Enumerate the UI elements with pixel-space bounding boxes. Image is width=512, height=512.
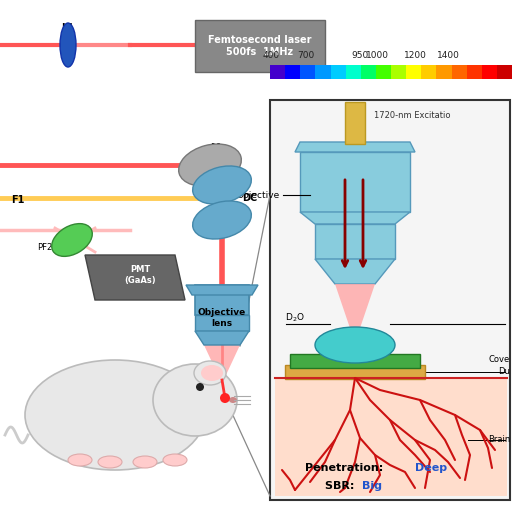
Text: 950: 950 (351, 51, 369, 60)
Ellipse shape (153, 364, 237, 436)
Ellipse shape (315, 327, 395, 363)
Bar (345, 102, 365, 144)
Bar (406, 65, 422, 79)
Bar (195, 315, 249, 331)
Ellipse shape (60, 23, 76, 67)
Bar (361, 65, 377, 79)
Text: 1720-nm Excitatio: 1720-nm Excitatio (373, 111, 450, 119)
Bar (331, 65, 347, 79)
Text: 1000: 1000 (366, 51, 389, 60)
Bar (482, 65, 498, 79)
Ellipse shape (179, 144, 241, 186)
Bar (275, 378, 507, 496)
Text: 400: 400 (263, 51, 280, 60)
Ellipse shape (68, 454, 92, 466)
Text: Deep: Deep (415, 463, 447, 473)
Text: Brain: Brain (488, 436, 510, 444)
Text: Du: Du (498, 368, 510, 376)
Ellipse shape (196, 383, 204, 391)
Text: Objective: Objective (237, 190, 280, 200)
Bar (195, 285, 249, 315)
Polygon shape (300, 212, 410, 224)
Bar (285, 65, 301, 79)
Text: SBR:: SBR: (325, 481, 358, 491)
Bar (391, 65, 407, 79)
Ellipse shape (220, 393, 230, 403)
Text: PF2: PF2 (37, 244, 53, 252)
Text: F1: F1 (11, 195, 25, 205)
Bar (315, 224, 395, 259)
Bar (436, 65, 453, 79)
Bar (346, 65, 362, 79)
Text: Cove: Cove (489, 355, 510, 365)
Text: 1400: 1400 (437, 51, 459, 60)
Text: DC: DC (242, 193, 257, 203)
Bar (497, 65, 512, 79)
Text: Femtosecond laser
500fs  1MHz: Femtosecond laser 500fs 1MHz (208, 35, 312, 57)
Bar (466, 65, 483, 79)
Bar (300, 65, 316, 79)
Bar (290, 354, 420, 368)
Text: PMT
(GaAs): PMT (GaAs) (124, 265, 156, 285)
Text: Big: Big (362, 481, 382, 491)
Ellipse shape (201, 365, 223, 381)
Ellipse shape (163, 454, 187, 466)
Ellipse shape (229, 397, 237, 403)
Polygon shape (335, 284, 375, 334)
Text: Objective
lens: Objective lens (198, 308, 246, 328)
Ellipse shape (133, 456, 157, 468)
Polygon shape (186, 285, 258, 295)
Bar (285, 365, 425, 379)
Polygon shape (315, 259, 395, 284)
Text: Penetration:: Penetration: (305, 463, 387, 473)
Bar (421, 65, 437, 79)
Ellipse shape (193, 201, 251, 239)
Ellipse shape (98, 456, 122, 468)
Bar (300, 152, 410, 212)
Text: M: M (210, 143, 220, 153)
Polygon shape (195, 331, 249, 345)
Bar (270, 65, 286, 79)
Text: L1: L1 (61, 23, 75, 33)
Polygon shape (85, 255, 185, 300)
Text: 700: 700 (297, 51, 315, 60)
Ellipse shape (193, 166, 251, 204)
Polygon shape (295, 142, 415, 152)
Text: D$_2$O: D$_2$O (285, 312, 305, 324)
Text: 1200: 1200 (403, 51, 426, 60)
Bar (270, 100, 510, 500)
Polygon shape (204, 345, 240, 375)
Bar (376, 65, 392, 79)
Bar (452, 65, 467, 79)
Bar (195, 20, 325, 72)
Ellipse shape (52, 224, 92, 257)
Bar (315, 65, 331, 79)
Ellipse shape (25, 360, 205, 470)
Ellipse shape (194, 361, 226, 385)
